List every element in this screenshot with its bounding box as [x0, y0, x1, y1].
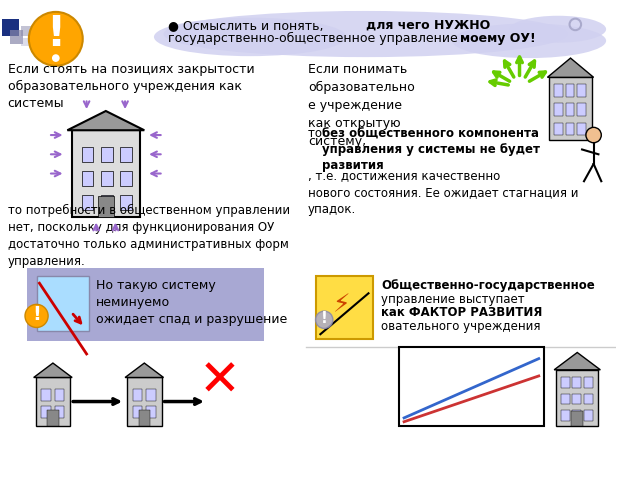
- Circle shape: [316, 311, 333, 328]
- FancyBboxPatch shape: [572, 377, 581, 388]
- Ellipse shape: [452, 24, 606, 58]
- FancyBboxPatch shape: [577, 84, 586, 96]
- FancyBboxPatch shape: [42, 407, 51, 418]
- FancyBboxPatch shape: [36, 276, 90, 331]
- Circle shape: [586, 127, 602, 143]
- Polygon shape: [67, 111, 144, 130]
- FancyBboxPatch shape: [98, 196, 113, 217]
- FancyBboxPatch shape: [36, 377, 70, 426]
- FancyBboxPatch shape: [554, 103, 563, 116]
- FancyBboxPatch shape: [132, 389, 142, 401]
- Text: без общественного компонента
управления у системы не будет
развития: без общественного компонента управления …: [323, 127, 540, 172]
- Text: Но такую систему
неминуемо
ожидает спад и разрушение: Но такую систему неминуемо ожидает спад …: [96, 279, 287, 326]
- FancyBboxPatch shape: [556, 370, 598, 426]
- Text: !: !: [32, 305, 41, 324]
- Text: !: !: [321, 312, 328, 326]
- FancyBboxPatch shape: [577, 122, 586, 135]
- FancyBboxPatch shape: [316, 276, 373, 339]
- Text: !: !: [46, 13, 65, 55]
- FancyBboxPatch shape: [577, 103, 586, 116]
- FancyBboxPatch shape: [101, 146, 113, 162]
- FancyBboxPatch shape: [572, 394, 581, 405]
- FancyBboxPatch shape: [2, 19, 19, 36]
- FancyBboxPatch shape: [120, 146, 132, 162]
- FancyBboxPatch shape: [120, 195, 132, 210]
- Circle shape: [29, 12, 83, 66]
- FancyBboxPatch shape: [10, 30, 23, 44]
- FancyBboxPatch shape: [55, 389, 65, 401]
- Circle shape: [25, 304, 48, 327]
- FancyBboxPatch shape: [82, 195, 93, 210]
- Text: моему ОУ!: моему ОУ!: [460, 32, 536, 45]
- FancyBboxPatch shape: [101, 171, 113, 186]
- Text: ● Осмыслить и понять,: ● Осмыслить и понять,: [168, 19, 332, 32]
- FancyBboxPatch shape: [138, 410, 150, 426]
- FancyBboxPatch shape: [42, 389, 51, 401]
- FancyBboxPatch shape: [47, 410, 59, 426]
- Text: то потребности в общественном управлении
нет, поскольку для функционирования ОУ
: то потребности в общественном управлении…: [8, 204, 290, 268]
- Text: ⚡: ⚡: [333, 293, 350, 317]
- FancyBboxPatch shape: [146, 407, 156, 418]
- FancyBboxPatch shape: [566, 103, 574, 116]
- Polygon shape: [125, 363, 164, 377]
- Ellipse shape: [154, 18, 346, 56]
- FancyBboxPatch shape: [82, 146, 93, 162]
- FancyBboxPatch shape: [27, 268, 264, 341]
- Ellipse shape: [510, 16, 606, 43]
- FancyBboxPatch shape: [554, 122, 563, 135]
- Text: как ФАКТОР РАЗВИТИЯ: как ФАКТОР РАЗВИТИЯ: [381, 306, 542, 319]
- Text: , т.е. достижения качественно
нового состояния. Ее ожидает стагнация и
упадок.: , т.е. достижения качественно нового сос…: [308, 168, 579, 216]
- FancyBboxPatch shape: [120, 171, 132, 186]
- FancyBboxPatch shape: [101, 195, 113, 210]
- FancyBboxPatch shape: [21, 38, 29, 46]
- FancyBboxPatch shape: [82, 171, 93, 186]
- FancyBboxPatch shape: [561, 394, 570, 405]
- Text: для чего НУЖНО: для чего НУЖНО: [365, 19, 490, 32]
- Polygon shape: [34, 363, 72, 377]
- FancyBboxPatch shape: [55, 407, 65, 418]
- Text: ✕: ✕: [198, 357, 240, 405]
- FancyBboxPatch shape: [132, 407, 142, 418]
- FancyBboxPatch shape: [549, 77, 591, 140]
- FancyBboxPatch shape: [554, 84, 563, 96]
- Polygon shape: [554, 352, 600, 370]
- FancyBboxPatch shape: [399, 347, 543, 426]
- FancyBboxPatch shape: [21, 26, 31, 36]
- Text: Если стоять на позициях закрытости
образовательного учреждения как
системы: Если стоять на позициях закрытости образ…: [8, 63, 254, 110]
- FancyBboxPatch shape: [584, 377, 593, 388]
- Circle shape: [52, 54, 60, 62]
- FancyBboxPatch shape: [561, 377, 570, 388]
- FancyBboxPatch shape: [584, 410, 593, 421]
- Text: Общественно-государственное: Общественно-государственное: [381, 279, 595, 292]
- FancyBboxPatch shape: [561, 410, 570, 421]
- FancyBboxPatch shape: [566, 84, 574, 96]
- Text: управление выступает: управление выступает: [381, 293, 525, 306]
- Text: государственно-общественное управление: государственно-общественное управление: [168, 32, 466, 46]
- FancyBboxPatch shape: [566, 122, 574, 135]
- FancyBboxPatch shape: [127, 377, 162, 426]
- FancyBboxPatch shape: [72, 130, 140, 217]
- FancyBboxPatch shape: [584, 394, 593, 405]
- Text: овательного учреждения: овательного учреждения: [381, 320, 541, 333]
- FancyBboxPatch shape: [146, 389, 156, 401]
- FancyBboxPatch shape: [572, 410, 581, 421]
- Ellipse shape: [164, 11, 568, 57]
- Text: Если понимать
образовательно
е учреждение
как открытую
систему,: Если понимать образовательно е учреждени…: [308, 63, 415, 148]
- Polygon shape: [547, 58, 594, 77]
- Text: то: то: [308, 127, 326, 140]
- FancyBboxPatch shape: [572, 411, 583, 426]
